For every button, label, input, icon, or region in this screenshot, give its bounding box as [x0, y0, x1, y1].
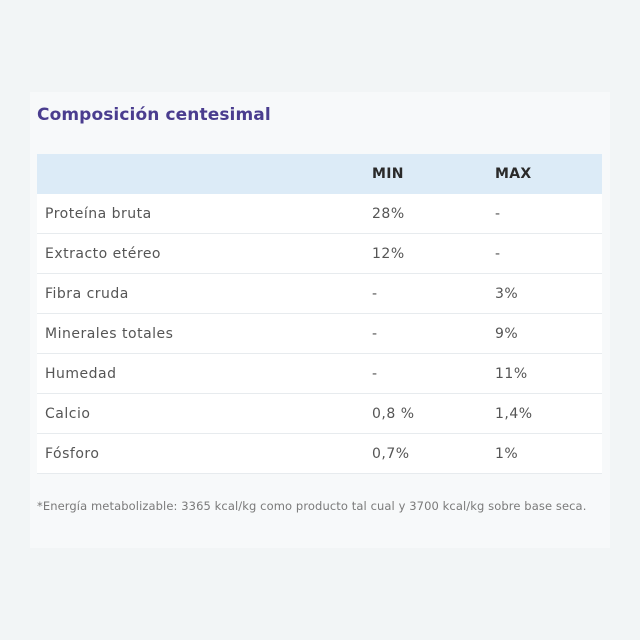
table-row: Humedad - 11%	[37, 353, 602, 394]
nutrient-name: Extracto etéreo	[37, 233, 364, 274]
min-value: 28%	[364, 194, 487, 234]
min-value: 0,7%	[364, 433, 487, 474]
table-header: MIN MAX	[37, 154, 602, 194]
max-value: -	[487, 194, 602, 234]
table-row: Extracto etéreo 12% -	[37, 233, 602, 274]
composition-table: MIN MAX Proteína bruta 28% - Extracto et…	[37, 154, 602, 474]
header-max: MAX	[487, 154, 602, 194]
max-value: 3%	[487, 273, 602, 314]
max-value: 1,4%	[487, 393, 602, 434]
table-row: Calcio 0,8 % 1,4%	[37, 393, 602, 434]
nutrient-name: Fibra cruda	[37, 273, 364, 314]
nutrient-name: Fósforo	[37, 433, 364, 474]
min-value: -	[364, 273, 487, 314]
table-row: Proteína bruta 28% -	[37, 194, 602, 234]
header-nutrient	[37, 154, 364, 194]
min-value: 12%	[364, 233, 487, 274]
nutrient-name: Proteína bruta	[37, 194, 364, 234]
table-row: Minerales totales - 9%	[37, 313, 602, 354]
energy-footnote: *Energía metabolizable: 3365 kcal/kg com…	[37, 499, 587, 513]
section-title: Composición centesimal	[37, 105, 271, 125]
min-value: -	[364, 353, 487, 394]
nutrient-name: Humedad	[37, 353, 364, 394]
max-value: 9%	[487, 313, 602, 354]
table-body: Proteína bruta 28% - Extracto etéreo 12%…	[37, 194, 602, 474]
max-value: -	[487, 233, 602, 274]
table-row: Fibra cruda - 3%	[37, 273, 602, 314]
max-value: 11%	[487, 353, 602, 394]
header-min: MIN	[364, 154, 487, 194]
table-row: Fósforo 0,7% 1%	[37, 433, 602, 474]
nutrient-name: Calcio	[37, 393, 364, 434]
table-header-row: MIN MAX	[37, 154, 602, 194]
nutrient-name: Minerales totales	[37, 313, 364, 354]
min-value: -	[364, 313, 487, 354]
min-value: 0,8 %	[364, 393, 487, 434]
max-value: 1%	[487, 433, 602, 474]
